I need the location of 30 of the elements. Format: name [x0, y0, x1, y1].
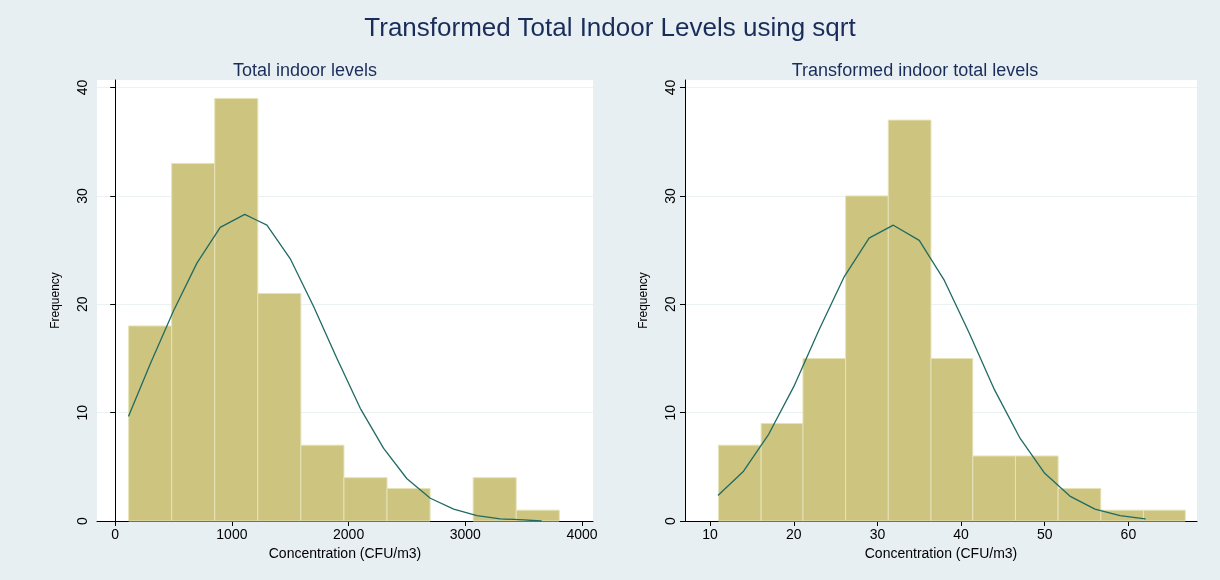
x-axis-title: Concentration (CFU/m3) [864, 544, 1018, 561]
x-tick-label: 0 [111, 526, 120, 542]
y-tick-label: 30 [662, 187, 678, 204]
y-tick-label: 20 [74, 296, 90, 313]
y-tick-label: 40 [74, 79, 90, 96]
x-tick-label: 40 [953, 526, 970, 542]
x-axis-title: Concentration (CFU/m3) [268, 544, 422, 561]
y-tick-label: 0 [662, 516, 678, 525]
line-series [127, 213, 542, 522]
y-tick-label: 10 [74, 404, 90, 421]
x-tick-label: 2000 [333, 526, 365, 542]
x-tick-label: 60 [1120, 526, 1137, 542]
chart-title: Transformed indoor total levels [791, 60, 1039, 80]
y-tick-label: 20 [662, 296, 678, 313]
chart-title: Total indoor levels [232, 60, 378, 80]
x-tick-label: 20 [785, 526, 802, 542]
x-tick-label: 3000 [449, 526, 482, 542]
y-axis-title: Frequency [48, 272, 62, 329]
y-tick-label: 0 [74, 516, 90, 525]
x-tick-label: 1000 [216, 526, 248, 542]
x-tick-label: 30 [869, 526, 886, 542]
x-tick-label: 10 [702, 526, 719, 542]
y-tick-label: 40 [662, 79, 678, 96]
x-tick-label: 50 [1036, 526, 1053, 542]
x-tick-label: 4000 [566, 526, 598, 542]
y-axis-title: Frequency [636, 272, 650, 329]
line-series [717, 224, 1146, 520]
y-tick-label: 30 [74, 187, 90, 204]
y-tick-label: 10 [662, 404, 678, 421]
text: Transformed Total Indoor Levels using sqrt [363, 12, 857, 43]
